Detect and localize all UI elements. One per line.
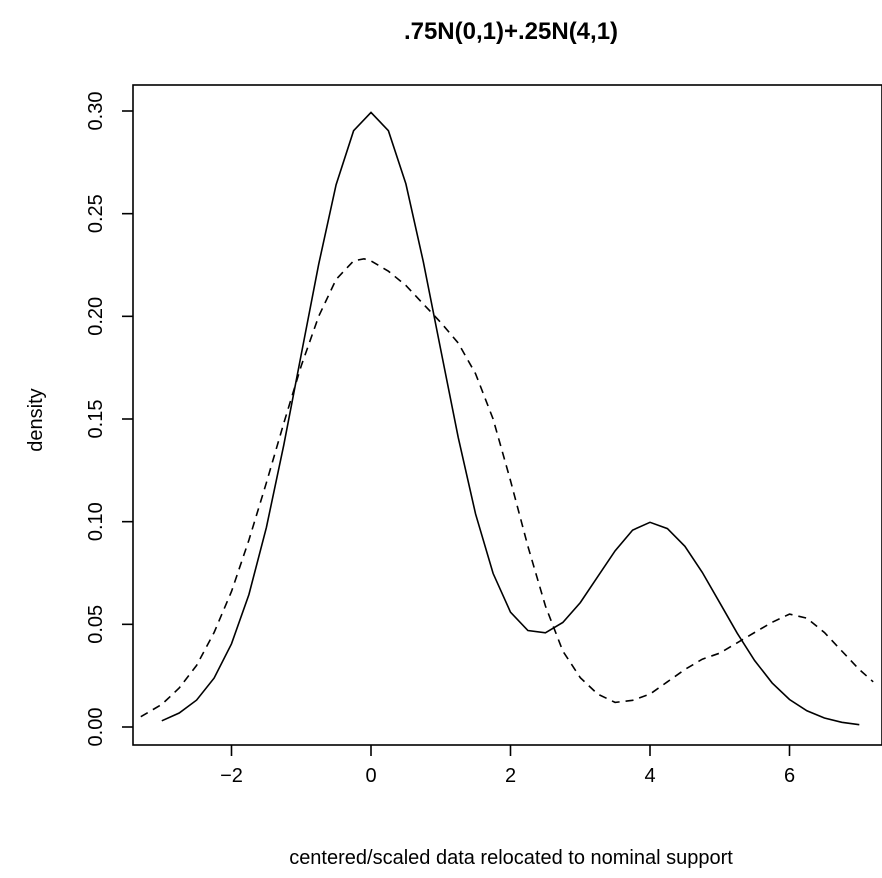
series-line-dashed [140, 257, 874, 718]
series-line-solid [161, 111, 860, 726]
x-tick-label: 6 [784, 765, 795, 787]
y-tick-label: 0.00 [85, 708, 107, 747]
y-tick-label: 0.15 [85, 400, 107, 439]
y-tick-label: 0.20 [85, 297, 107, 336]
axes: −2 0 2 4 6 0.00 0.05 0.10 0.15 0.20 0.25 0.30 [85, 92, 795, 787]
series-layer [140, 111, 874, 726]
x-axis-label: centered/scaled data relocated to nomina… [289, 847, 733, 869]
x-tick-label: 4 [644, 765, 655, 787]
plot-frame [132, 84, 882, 746]
y-tick-label: 0.05 [85, 605, 107, 644]
y-tick-label: 0.30 [85, 92, 107, 131]
x-tick-label: 0 [365, 765, 376, 787]
x-tick-label: −2 [220, 765, 243, 787]
chart-title: .75N(0,1)+.25N(4,1) [404, 18, 618, 45]
y-tick-label: 0.25 [85, 194, 107, 233]
y-axis-label: density [25, 388, 47, 451]
x-tick-label: 2 [505, 765, 516, 787]
y-tick-label: 0.10 [85, 502, 107, 541]
